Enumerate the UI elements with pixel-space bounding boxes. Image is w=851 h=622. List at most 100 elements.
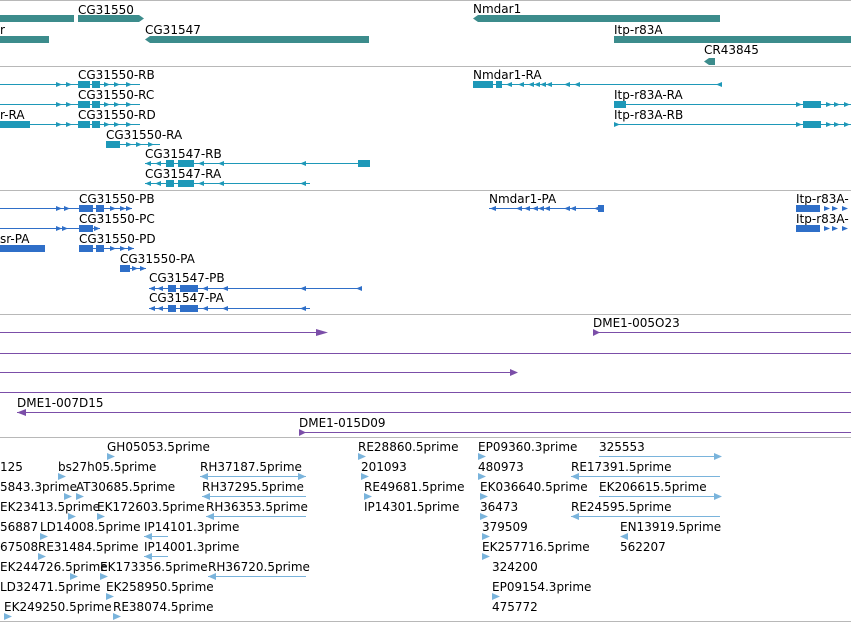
clone-label: DME1-005O23 bbox=[593, 316, 680, 330]
est-label: EP09154.3prime bbox=[492, 580, 591, 594]
est-feature[interactable] bbox=[482, 533, 490, 540]
protein-feature[interactable] bbox=[490, 205, 604, 212]
est-feature[interactable] bbox=[68, 513, 76, 520]
gene-feature[interactable]: CG31550 bbox=[78, 3, 144, 22]
est-label: RE28860.5prime bbox=[358, 440, 459, 454]
est-feature[interactable] bbox=[100, 573, 108, 580]
est-label: EK249250.5prime bbox=[4, 600, 112, 614]
est-label: RE38074.5prime bbox=[113, 600, 214, 614]
transcript-track: CG31550-RB CG31550-RC r-RA CG31550-RD CG… bbox=[0, 68, 851, 187]
est-feature[interactable] bbox=[107, 453, 115, 460]
est-label: IP14001.3prime bbox=[144, 540, 239, 554]
est-label: 475772 bbox=[492, 600, 538, 614]
est-feature[interactable] bbox=[599, 453, 722, 460]
est-feature[interactable] bbox=[200, 473, 306, 480]
protein-label: Itp-r83A- bbox=[796, 212, 849, 226]
est-label: EK036640.5prime bbox=[480, 480, 588, 494]
transcript-label: Itp-r83A-RB bbox=[614, 108, 683, 122]
est-feature[interactable] bbox=[97, 513, 105, 520]
est-feature[interactable] bbox=[202, 493, 306, 500]
est-label: EK172603.5prime bbox=[97, 500, 205, 514]
clone-feature[interactable] bbox=[0, 329, 328, 336]
est-label: bs27h05.5prime bbox=[58, 460, 156, 474]
est-label: RH36353.5prime bbox=[206, 500, 308, 514]
protein-feature[interactable] bbox=[796, 225, 848, 232]
est-feature[interactable] bbox=[208, 573, 306, 580]
est-feature[interactable] bbox=[364, 493, 372, 500]
est-feature[interactable] bbox=[492, 593, 500, 600]
protein-label: CG31547-PB bbox=[149, 271, 225, 285]
est-feature[interactable] bbox=[144, 553, 168, 560]
protein-feature[interactable] bbox=[796, 205, 848, 212]
clone-feature[interactable]: DME1-015D09 bbox=[299, 416, 851, 436]
transcript-feature[interactable] bbox=[145, 160, 370, 167]
est-feature[interactable] bbox=[482, 553, 490, 560]
est-feature[interactable] bbox=[480, 513, 488, 520]
protein-feature[interactable] bbox=[120, 265, 146, 272]
protein-feature[interactable] bbox=[56, 205, 132, 212]
gene-label: CR43845 bbox=[704, 43, 759, 57]
transcript-feature[interactable] bbox=[0, 121, 132, 128]
est-feature[interactable] bbox=[144, 533, 168, 540]
est-feature[interactable] bbox=[40, 533, 48, 540]
est-feature[interactable] bbox=[358, 453, 366, 460]
est-feature[interactable] bbox=[58, 473, 66, 480]
protein-label: Nmdar1-PA bbox=[489, 192, 557, 206]
gene-feature[interactable]: Nmdar1 bbox=[473, 2, 720, 22]
gene-feature[interactable]: Itp-r83A bbox=[614, 23, 851, 43]
est-label: RH37295.5prime bbox=[202, 480, 304, 494]
gene-feature[interactable]: CR43845 bbox=[704, 43, 759, 65]
transcript-feature[interactable] bbox=[614, 121, 850, 128]
est-label: IP14101.3prime bbox=[144, 520, 239, 534]
protein-feature[interactable] bbox=[79, 245, 134, 252]
transcript-label: r-RA bbox=[0, 108, 25, 122]
transcript-label: CG31550-RB bbox=[78, 68, 155, 82]
est-feature[interactable] bbox=[206, 513, 306, 520]
est-feature[interactable] bbox=[480, 493, 488, 500]
est-label: EK173356.5prime bbox=[100, 560, 208, 574]
gene-feature[interactable]: CG31547 bbox=[145, 23, 369, 43]
est-label: IP14301.5prime bbox=[364, 500, 459, 514]
est-feature[interactable] bbox=[571, 473, 720, 480]
est-feature[interactable] bbox=[76, 493, 84, 500]
transcript-feature[interactable] bbox=[145, 180, 306, 187]
est-label: EK23413.5prime bbox=[0, 500, 100, 514]
est-feature[interactable] bbox=[478, 453, 486, 460]
clone-feature[interactable]: DME1-007D15 bbox=[17, 396, 851, 416]
est-feature[interactable] bbox=[599, 493, 722, 500]
est-label: AT30685.5prime bbox=[76, 480, 175, 494]
est-label: 5843.3prime bbox=[0, 480, 77, 494]
transcript-feature[interactable] bbox=[56, 101, 132, 108]
est-feature[interactable] bbox=[70, 573, 78, 580]
est-feature[interactable] bbox=[113, 613, 121, 620]
gene-feature[interactable]: r bbox=[0, 23, 49, 43]
transcript-feature[interactable] bbox=[473, 81, 722, 88]
est-label: EK258950.5prime bbox=[106, 580, 214, 594]
est-feature[interactable] bbox=[38, 553, 46, 560]
est-feature[interactable] bbox=[4, 613, 12, 620]
protein-feature[interactable] bbox=[149, 285, 362, 292]
gene-feature[interactable] bbox=[0, 15, 74, 22]
transcript-label: Nmdar1-RA bbox=[473, 68, 542, 82]
est-feature[interactable] bbox=[64, 493, 72, 500]
transcript-feature[interactable] bbox=[614, 101, 850, 108]
protein-feature[interactable] bbox=[0, 245, 45, 252]
transcript-feature[interactable] bbox=[56, 81, 132, 88]
protein-feature[interactable] bbox=[56, 225, 100, 232]
est-label: 379509 bbox=[482, 520, 528, 534]
est-label: EK257716.5prime bbox=[482, 540, 590, 554]
gene-track: CG31550 r CG31547 Nmdar1 Itp-r83A CR4384… bbox=[0, 2, 851, 65]
est-label: LD14008.5prime bbox=[40, 520, 141, 534]
clone-feature[interactable] bbox=[0, 369, 518, 376]
protein-feature[interactable] bbox=[149, 305, 306, 312]
clone-feature[interactable]: DME1-005O23 bbox=[593, 316, 851, 336]
est-feature[interactable] bbox=[478, 473, 486, 480]
est-feature[interactable] bbox=[361, 473, 369, 480]
est-feature[interactable] bbox=[571, 513, 720, 520]
est-feature[interactable] bbox=[106, 593, 114, 600]
est-label: EN13919.5prime bbox=[620, 520, 721, 534]
transcript-feature[interactable] bbox=[106, 141, 154, 148]
gene-label: Nmdar1 bbox=[473, 2, 521, 16]
est-feature[interactable] bbox=[620, 533, 628, 540]
